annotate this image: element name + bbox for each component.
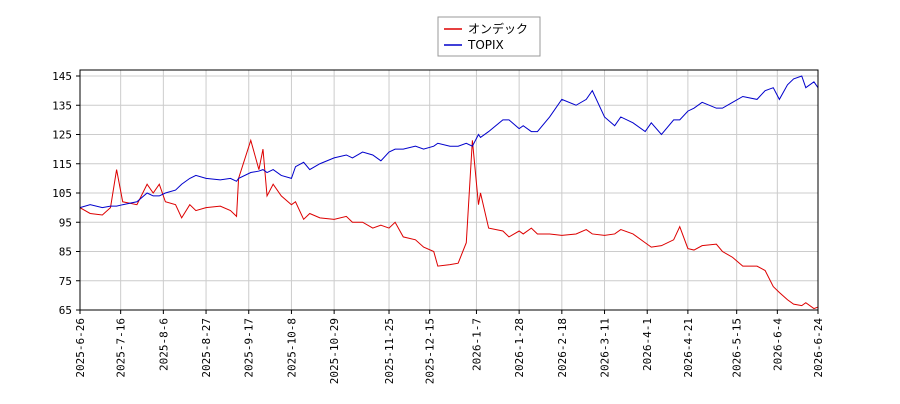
x-tick-label: 2026-4-21 [682,318,695,378]
y-tick-label: 105 [52,187,72,200]
x-tick-label: 2025-8-27 [200,318,213,378]
lines [79,75,819,310]
plot-frame [79,69,819,311]
grid: 65 75 85 95 105 115 125 135 145 2025-6-26 2025-7-1… [52,70,825,384]
y-tick-label: 65 [59,304,72,317]
x-tick-label: 2025-10-29 [328,318,341,384]
legend: オンデック TOPIX [437,16,541,57]
legend-label: オンデック [468,21,528,36]
x-tick-label: 2025-11-25 [383,318,396,384]
y-tick-label: 145 [52,70,72,83]
x-tick-label: 2025-9-17 [243,318,256,378]
x-tick-label: 2025-7-16 [115,318,128,378]
x-tick-label: 2026-1-7 [470,318,483,371]
legend-label: TOPIX [467,38,504,52]
x-tick-label: 2025-10-8 [285,318,298,378]
x-tick-label: 2025-12-15 [424,318,437,384]
y-tick-label: 115 [52,158,72,171]
x-tick-label: 2026-1-28 [513,318,526,378]
x-tick-label: 2026-6-4 [771,318,784,371]
x-tick-label: 2026-3-11 [599,318,612,378]
legend-box [437,16,541,57]
x-tick-label: 2025-6-26 [74,318,87,378]
series-line [79,75,819,209]
x-tick-label: 2026-4-1 [641,318,654,371]
x-tick-label: 2026-2-18 [556,318,569,378]
series-line [79,138,819,310]
x-tick-label: 2026-6-24 [812,318,825,378]
y-tick-label: 85 [59,246,72,259]
y-tick-label: 135 [52,99,72,112]
y-tick-label: 75 [59,275,72,288]
y-tick-label: 125 [52,129,72,142]
y-tick-label: 95 [59,216,72,229]
x-tick-label: 2025-8-6 [157,318,170,371]
x-tick-label: 2026-5-15 [731,318,744,378]
